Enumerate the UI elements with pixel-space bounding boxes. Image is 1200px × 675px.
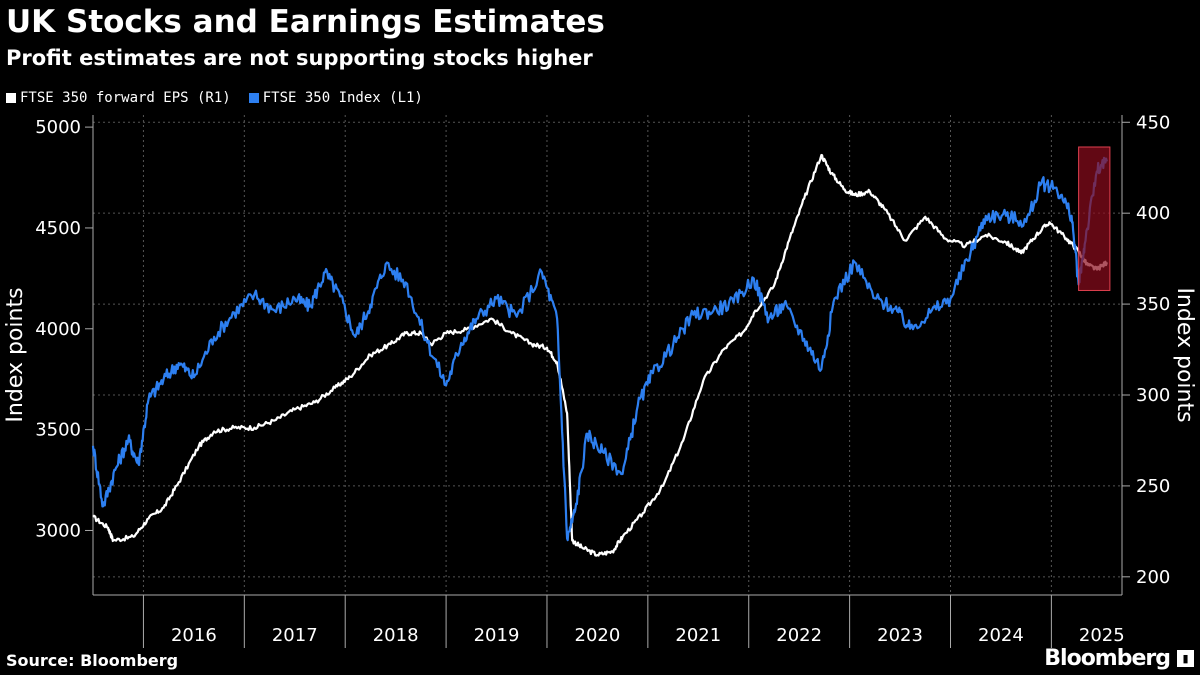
- series-line-index: [91, 156, 1108, 542]
- x-tick-label: 2021: [675, 625, 721, 646]
- x-tick-label: 2016: [171, 625, 217, 646]
- highlight-region: [1078, 146, 1111, 291]
- legend-label-index: FTSE 350 Index (L1): [262, 90, 423, 106]
- x-tick-label: 2019: [474, 625, 520, 646]
- bloomberg-logo: Bloomberg: [1044, 646, 1171, 671]
- chart-legend: FTSE 350 forward EPS (R1) FTSE 350 Index…: [6, 90, 441, 106]
- chart-subtitle: Profit estimates are not supporting stoc…: [6, 46, 593, 70]
- right-tick-label: 300: [1136, 385, 1170, 406]
- x-tick-label: 2025: [1079, 625, 1125, 646]
- x-tick-label: 2018: [373, 625, 419, 646]
- x-tick-label: 2024: [978, 625, 1024, 646]
- right-tick-label: 350: [1136, 294, 1170, 315]
- left-tick-label: 3500: [35, 420, 81, 441]
- left-tick-label: 3000: [35, 520, 81, 541]
- x-tick-label: 2017: [272, 625, 318, 646]
- chart-title: UK Stocks and Earnings Estimates: [6, 4, 605, 40]
- series-line-eps: [92, 153, 1108, 557]
- left-tick-label: 4500: [35, 218, 81, 239]
- right-tick-label: 450: [1136, 112, 1170, 133]
- left-axis-label: Index points: [3, 287, 28, 422]
- x-tick-label: 2020: [575, 625, 621, 646]
- right-tick-label: 200: [1136, 567, 1170, 588]
- legend-item-index: FTSE 350 Index (L1): [248, 90, 423, 106]
- x-tick-label: 2023: [877, 625, 923, 646]
- x-tick-label: 2022: [776, 625, 822, 646]
- right-tick-label: 400: [1136, 203, 1170, 224]
- left-tick-label: 4000: [35, 319, 81, 340]
- left-tick-label: 5000: [35, 117, 81, 138]
- right-axis-label: Index points: [1172, 287, 1197, 422]
- legend-label-eps: FTSE 350 forward EPS (R1): [20, 90, 231, 106]
- legend-swatch-index: [248, 93, 259, 103]
- source-note: Source: Bloomberg: [6, 651, 179, 670]
- legend-item-eps: FTSE 350 forward EPS (R1): [6, 90, 231, 106]
- legend-swatch-eps: [6, 93, 16, 103]
- bloomberg-mark-icon: ▮: [1177, 650, 1194, 667]
- right-tick-label: 250: [1136, 476, 1170, 497]
